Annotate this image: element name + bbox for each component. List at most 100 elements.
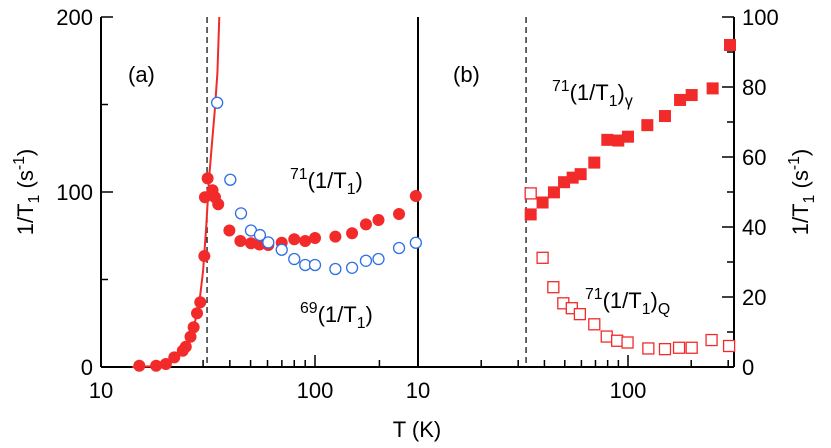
panel-a-series-0-point bbox=[187, 321, 200, 334]
panel-a-y-axis-label-sup: -1 bbox=[11, 156, 28, 170]
label-q: 71(1/T1)Q bbox=[585, 286, 670, 318]
panel-a-series-0-point bbox=[212, 198, 225, 211]
label-q-sup: 71 bbox=[585, 286, 603, 303]
panel-a-series-1-point bbox=[288, 252, 301, 266]
panel-a-series-1-point bbox=[345, 261, 359, 274]
panel-a-y-axis-label: 1/T1 (s-1) bbox=[11, 149, 43, 235]
panel-a-series-0-point bbox=[150, 359, 163, 372]
panel-b-series-1-point bbox=[672, 341, 686, 354]
panel-b-series-0-point bbox=[674, 93, 687, 106]
panel-b-y-tick-label: 20 bbox=[742, 285, 766, 310]
panel-b-y-tick-label: 0 bbox=[742, 355, 754, 380]
panel-b-series-0-point bbox=[588, 156, 601, 169]
panel-a-x-tick-label: 100 bbox=[297, 378, 334, 403]
panel-b-series-1-point bbox=[547, 281, 560, 294]
panel-b-series-0-point bbox=[574, 168, 587, 181]
panel-b-series-1-point bbox=[642, 342, 655, 355]
panel-a-series-1-point bbox=[329, 262, 342, 276]
panel-b-series-1-point bbox=[621, 336, 634, 349]
panel-a-series-0-point bbox=[359, 218, 372, 231]
label-71: 71(1/T1) bbox=[290, 166, 363, 198]
label-71-sup: 71 bbox=[290, 166, 308, 183]
panel-a-series-0-point bbox=[198, 250, 211, 263]
panel-b-series-1-point bbox=[611, 334, 624, 347]
label-69-text: (1/T bbox=[318, 302, 357, 327]
panel-b-y-axis-label-text: 1/T bbox=[788, 203, 813, 235]
label-q-text: (1/T bbox=[603, 288, 642, 313]
panel-b-series-0-point bbox=[685, 89, 698, 102]
panel-b-series-1-point bbox=[536, 251, 549, 264]
panel-a-series-1-point bbox=[409, 236, 423, 249]
x-axis-label: T (K) bbox=[393, 417, 441, 442]
panel-b-y-axis-label-text: ) bbox=[788, 149, 813, 156]
panel-b-x-tick-label: 100 bbox=[610, 378, 647, 403]
panel-a-series-1-point bbox=[234, 207, 248, 220]
label-69-text: ) bbox=[366, 302, 373, 327]
panel-a-series-1-point bbox=[262, 236, 275, 249]
panel-b-series-0-point bbox=[724, 39, 737, 51]
panel-a-series-1-point bbox=[372, 252, 385, 266]
panel-a-series-0-point bbox=[234, 235, 247, 247]
panel-b-y-axis-label-sup: -1 bbox=[786, 156, 803, 170]
panel-a-series-0-point bbox=[168, 351, 181, 364]
panel-a-series-0-point bbox=[372, 214, 385, 226]
panel-a-series-1-point bbox=[211, 96, 224, 109]
panel-a-series-0-point bbox=[133, 359, 146, 372]
panel-b-series-1-point bbox=[658, 342, 672, 356]
panel-b: (b) bbox=[453, 62, 480, 87]
panel-a-y-axis-label-sub: 1 bbox=[26, 194, 43, 203]
panel-a-series-0-point bbox=[393, 208, 406, 221]
label-gamma-sub: γ bbox=[625, 93, 633, 110]
panel-b-series-0-point bbox=[612, 134, 625, 147]
panel-b-series-0-point bbox=[536, 196, 549, 209]
panel-b-y-tick-label: 80 bbox=[742, 75, 766, 100]
panel-b-series-0-point bbox=[622, 130, 634, 143]
panel-a-y-tick-label: 100 bbox=[56, 180, 93, 205]
panel-a-series-0-point bbox=[329, 230, 342, 243]
panel-a-text: (a) bbox=[128, 62, 155, 87]
label-69-sub: 1 bbox=[357, 315, 366, 332]
label-71-text: ) bbox=[356, 168, 363, 193]
label-gamma-sup: 71 bbox=[552, 78, 570, 95]
panel-a-series-0-point bbox=[223, 224, 236, 237]
panel-b-series-1-point bbox=[588, 318, 601, 331]
panel-a: (a) bbox=[128, 62, 155, 87]
panel-b-series-0-point bbox=[641, 119, 654, 132]
panel-b-series-0-point bbox=[706, 82, 719, 95]
panel-a-series-0-point bbox=[309, 232, 321, 245]
panel-a-series-0-point bbox=[299, 235, 312, 247]
panel-b-text: (b) bbox=[453, 62, 480, 87]
panel-a-series-1-point bbox=[224, 173, 237, 186]
panel-b-y-tick-label: 100 bbox=[742, 5, 779, 30]
panel-b-series-0-point bbox=[658, 110, 671, 123]
panel-b-series-1-point bbox=[722, 339, 736, 353]
panel-a-series-0-point bbox=[409, 190, 422, 203]
panel-b-series-0-point bbox=[524, 208, 537, 221]
label-q-text: ) bbox=[651, 288, 658, 313]
panel-b-series-0-point bbox=[547, 186, 560, 199]
label-gamma-text: (1/T bbox=[570, 80, 609, 105]
label-gamma-sub: 1 bbox=[609, 93, 618, 110]
panel-b-series-1-point bbox=[600, 330, 613, 343]
panel-b-series-1-point bbox=[705, 333, 718, 347]
label-gamma: 71(1/T1)γ bbox=[552, 78, 633, 110]
panel-b-x-tick-label: 10 bbox=[406, 378, 430, 403]
panel-a-series-1-point bbox=[359, 254, 373, 267]
panel-a-y-axis-label-text: 1/T bbox=[13, 203, 38, 235]
label-q-sub: 1 bbox=[642, 301, 651, 318]
panel-b-y-axis-label: 1/T1 (s-1) bbox=[786, 149, 818, 235]
label-71-sub: 1 bbox=[347, 181, 356, 198]
label-q-sub: Q bbox=[658, 301, 670, 318]
panel-a-y-axis-label-text: (s bbox=[13, 170, 38, 194]
label-71-text: (1/T bbox=[308, 168, 347, 193]
panel-a-series-1-point bbox=[392, 241, 406, 255]
panel-a-y-tick-label: 200 bbox=[56, 5, 93, 30]
panel-a-series-0-point bbox=[191, 307, 204, 320]
panel-a-series-1-point bbox=[308, 258, 322, 272]
panel-a-series-0-point bbox=[179, 340, 192, 353]
panel-a-series-0-point bbox=[288, 233, 301, 246]
panel-a-series-0-point bbox=[184, 330, 197, 343]
panel-a-series-0-point bbox=[346, 227, 359, 240]
panel-a-series-0-point bbox=[198, 191, 211, 204]
